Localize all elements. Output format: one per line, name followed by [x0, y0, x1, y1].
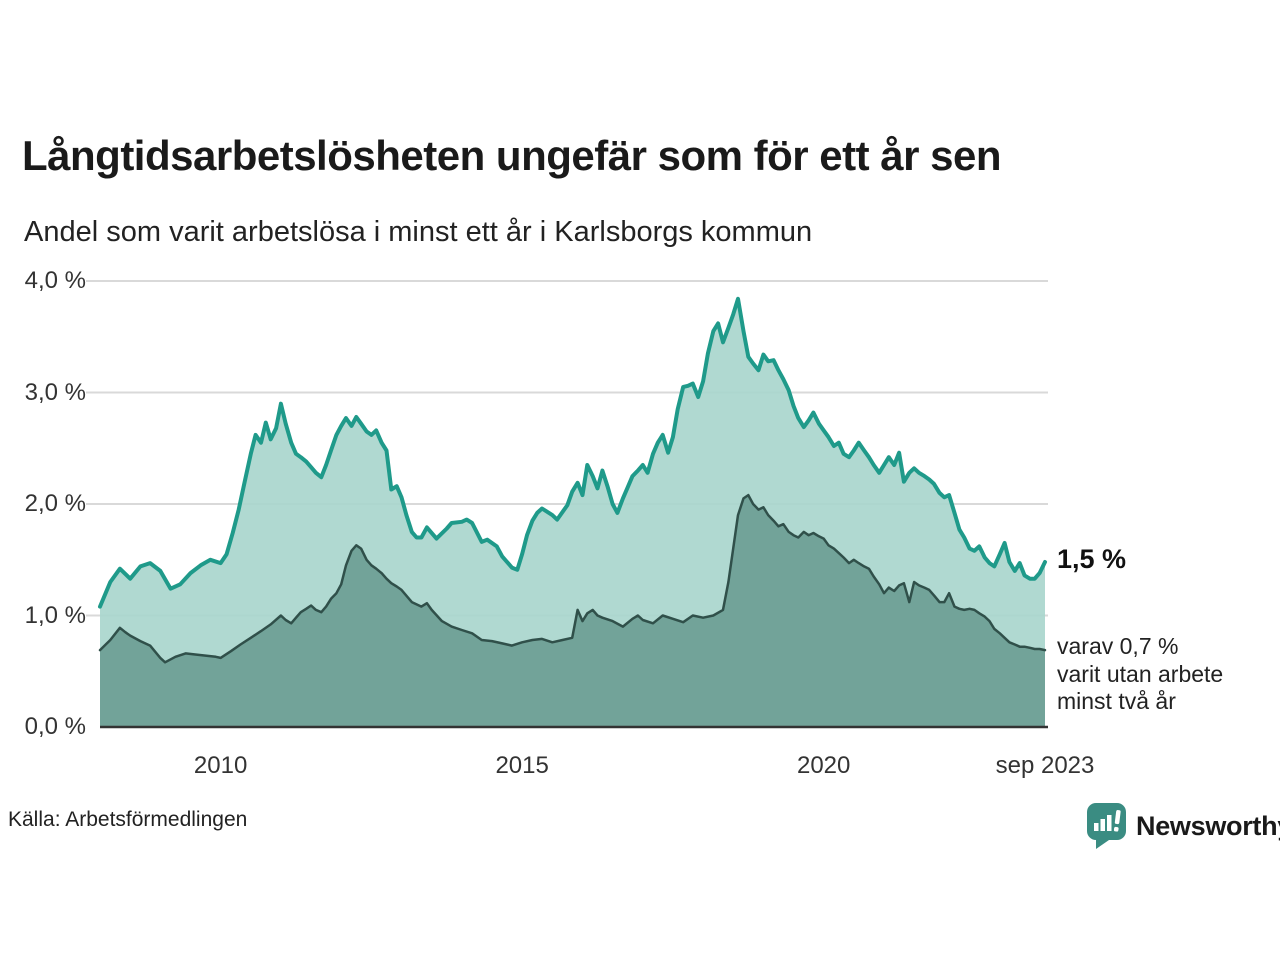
- y-tick-label: 2,0 %: [24, 490, 86, 517]
- series-line-min-one-year: [98, 296, 1047, 609]
- x-tick-label: 2015: [495, 752, 549, 779]
- secondary-annotation-line: minst två år: [1057, 688, 1176, 714]
- x-tick-label: sep 2023: [995, 752, 1095, 779]
- series-area-min-two-years: [100, 495, 1045, 727]
- x-tick-label: 2020: [796, 752, 851, 779]
- y-tick-label: 4,0 %: [24, 267, 86, 294]
- page-title: Långtidsarbetslösheten ungefär som för e…: [22, 132, 1002, 179]
- bar-chart-speech-bubble-icon: [1087, 803, 1126, 849]
- y-tick-label: 0,0 %: [24, 713, 86, 740]
- y-tick-label: 3,0 %: [24, 378, 86, 406]
- secondary-annotation: varav 0,7 % varit utan arbete minst två …: [1057, 633, 1223, 716]
- chart-subtitle: Andel som varit arbetslösa i minst ett å…: [24, 216, 813, 248]
- y-tick-label: 1,0 %: [24, 601, 86, 629]
- series-line-min-two-years: [98, 493, 1047, 664]
- secondary-annotation-line: varit utan arbete: [1057, 660, 1224, 687]
- x-tick-label: 2010: [193, 752, 248, 779]
- source-note: Källa: Arbetsförmedlingen: [8, 808, 248, 831]
- latest-value-annotation: 1,5 %: [1057, 543, 1127, 574]
- brand-logo: Newsworthy: [1086, 802, 1280, 850]
- secondary-annotation-line: varav 0,7 %: [1057, 633, 1179, 659]
- brand-name: Newsworthy: [1136, 810, 1280, 841]
